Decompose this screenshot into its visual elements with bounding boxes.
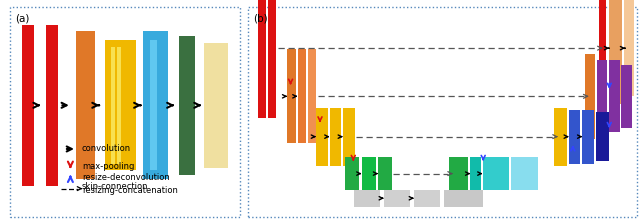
Bar — [554, 108, 567, 166]
Text: convolution: convolution — [82, 144, 131, 153]
Text: (a): (a) — [15, 13, 29, 24]
Bar — [621, 65, 632, 128]
Bar — [330, 108, 341, 166]
Bar — [179, 36, 195, 175]
Text: skip-connection: skip-connection — [82, 182, 148, 191]
Bar — [449, 157, 468, 190]
Text: resizing-concatenation: resizing-concatenation — [82, 186, 178, 195]
Bar — [22, 25, 34, 186]
Text: resize-deconvolution: resize-deconvolution — [82, 173, 170, 182]
Bar — [582, 110, 594, 164]
Bar — [111, 47, 115, 164]
Bar — [585, 54, 595, 139]
Bar — [597, 60, 607, 132]
Bar — [511, 157, 538, 190]
Bar — [483, 157, 509, 190]
Bar — [258, 0, 266, 118]
Bar — [308, 49, 316, 143]
Bar — [596, 112, 609, 161]
Bar — [609, 0, 622, 104]
Bar — [298, 49, 306, 143]
Bar — [46, 25, 58, 186]
Bar — [599, 0, 606, 118]
Bar — [150, 40, 157, 170]
Bar — [204, 43, 228, 168]
Bar — [378, 157, 392, 190]
Bar — [362, 157, 376, 190]
Bar — [268, 0, 276, 118]
Bar — [316, 108, 328, 166]
Bar — [384, 190, 410, 207]
Bar — [354, 190, 380, 207]
Bar — [143, 31, 168, 179]
Bar — [117, 47, 121, 164]
Text: (b): (b) — [253, 13, 268, 24]
Bar — [287, 49, 296, 143]
Bar — [444, 190, 483, 207]
Bar — [470, 157, 481, 190]
Bar — [76, 31, 95, 179]
Bar — [414, 190, 440, 207]
Bar — [569, 110, 580, 164]
Bar — [10, 7, 240, 217]
Bar — [624, 0, 634, 96]
Bar — [609, 60, 620, 132]
Bar — [248, 7, 637, 217]
Text: max-pooling: max-pooling — [82, 162, 134, 171]
Bar — [105, 40, 136, 170]
Bar — [343, 108, 355, 166]
Bar — [345, 157, 359, 190]
